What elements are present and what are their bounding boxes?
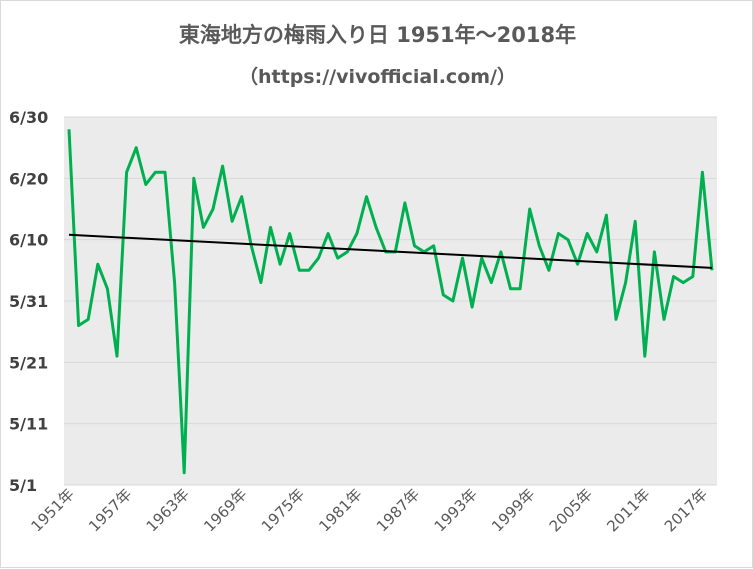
x-tick-label: 1999年 — [488, 485, 538, 535]
x-axis-ticks: 1951年 1957年 1963年 1969年 1975年 1981年 1987年 1993年… — [27, 485, 711, 535]
y-tick-label: 5/21 — [9, 353, 48, 372]
x-tick-label: 1969年 — [200, 485, 250, 535]
x-tick-label: 2005年 — [546, 485, 596, 535]
x-tick-label: 1987年 — [373, 485, 423, 535]
y-axis-ticks: 6/30 6/20 6/10 5/31 5/21 5/11 5/1 — [9, 108, 48, 495]
y-tick-label: 5/11 — [9, 415, 48, 434]
x-tick-label: 2011年 — [603, 485, 653, 535]
x-tick-label: 1957年 — [85, 485, 135, 535]
y-tick-label: 6/10 — [9, 231, 48, 250]
x-tick-label: 1963年 — [143, 485, 193, 535]
y-tick-label: 6/20 — [9, 169, 48, 188]
x-tick-label: 1975年 — [258, 485, 308, 535]
trend-line — [68, 233, 713, 269]
y-tick-label: 5/1 — [9, 476, 37, 495]
x-tick-label: 1981年 — [315, 485, 365, 535]
chart-title: 東海地方の梅雨入り日 1951年～2018年 — [178, 23, 577, 47]
series-lines — [67, 129, 714, 475]
x-tick-label: 1993年 — [431, 485, 481, 535]
y-tick-label: 5/31 — [9, 292, 48, 311]
x-tick-label: 2017年 — [661, 485, 711, 535]
chart-subtitle: （https://vivofficial.com/） — [239, 66, 516, 88]
y-tick-label: 6/30 — [9, 108, 48, 127]
